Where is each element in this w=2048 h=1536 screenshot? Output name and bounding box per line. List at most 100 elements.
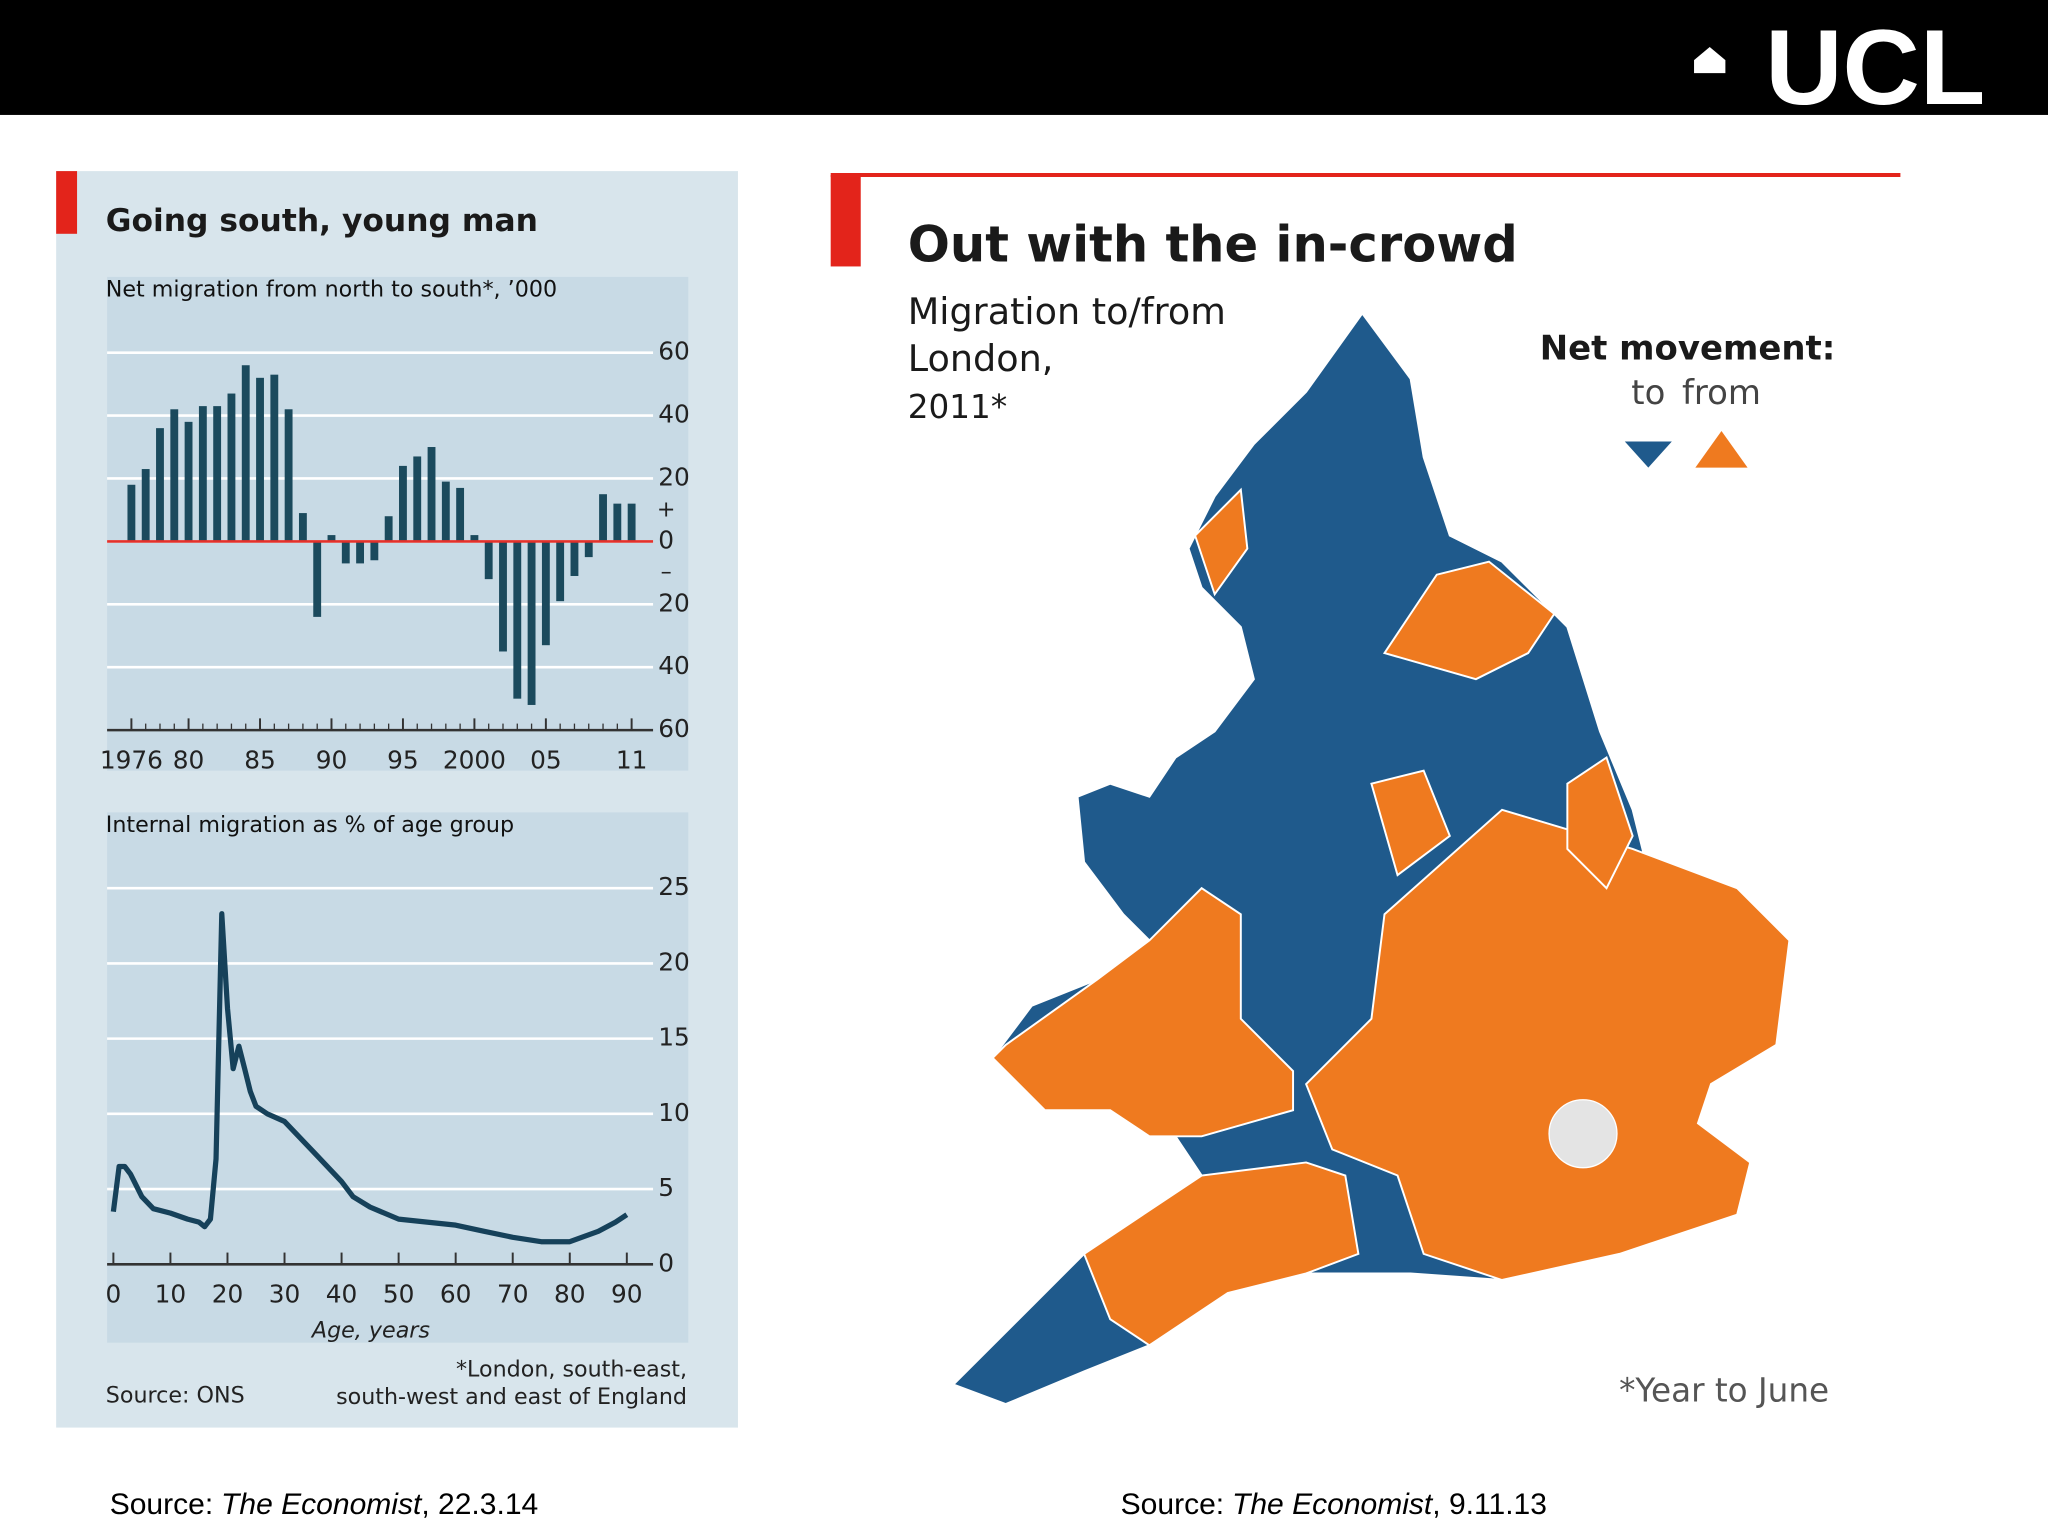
y-tick-label: 20	[658, 947, 690, 976]
header-bar	[0, 0, 2048, 115]
x-tick-label: 85	[244, 745, 276, 774]
y-tick-label: 40	[658, 651, 690, 680]
bar	[413, 456, 422, 542]
footnote: *London, south-east,	[456, 1357, 687, 1383]
legend-title: Net movement:	[1540, 329, 1836, 369]
legend-marker	[1624, 441, 1672, 468]
source-note: Source: The Economist, 9.11.13	[1121, 1488, 1547, 1521]
x-tick-label: 95	[387, 745, 419, 774]
x-tick-label: 30	[269, 1280, 301, 1309]
panel-accent	[56, 171, 78, 234]
region-from	[991, 886, 1295, 1138]
x-tick-label: 0	[105, 1280, 121, 1309]
x-tick-label: 80	[554, 1280, 586, 1309]
bar	[613, 503, 622, 542]
map-title: Out with the in-crowd	[908, 216, 1518, 274]
x-tick-label: 90	[611, 1280, 643, 1309]
x-tick-label: 70	[497, 1280, 529, 1309]
sign: +	[657, 497, 676, 523]
y-tick-label: 60	[658, 337, 690, 366]
x-tick-label: 10	[155, 1280, 187, 1309]
bar	[427, 447, 436, 542]
legend-label: to	[1631, 373, 1665, 413]
map	[951, 311, 1791, 1406]
source-note: Source: The Economist, 22.3.14	[110, 1488, 539, 1521]
bar	[327, 535, 336, 542]
bar	[441, 481, 450, 542]
y-tick-label: 20	[658, 588, 690, 617]
map-subtitle: Migration to/from	[908, 290, 1226, 333]
bar	[356, 541, 365, 564]
chart-title: Net migration from north to south*, ’000	[106, 276, 557, 302]
bar	[156, 428, 164, 542]
source-date: , 9.11.13	[1432, 1488, 1547, 1521]
region-from	[1382, 560, 1556, 681]
bar	[184, 421, 193, 542]
y-tick-label: 10	[658, 1098, 690, 1127]
source-date: , 22.3.14	[421, 1488, 538, 1521]
bar	[399, 465, 407, 542]
bar	[370, 541, 379, 561]
legend-label: from	[1682, 373, 1761, 413]
bar	[284, 409, 293, 542]
footnote: south-west and east of England	[336, 1384, 687, 1410]
bar	[127, 484, 136, 542]
bar	[556, 541, 565, 602]
x-tick-label: 2000	[443, 745, 506, 774]
bar	[484, 541, 493, 580]
y-tick-label: 25	[658, 872, 690, 901]
x-tick-label: 11	[616, 745, 648, 774]
bar	[384, 516, 393, 542]
x-tick-label: 1976	[100, 745, 163, 774]
y-tick-label: 15	[658, 1023, 690, 1052]
map-subtitle: London,	[908, 337, 1054, 380]
legend-marker	[1695, 431, 1748, 468]
x-tick-label: 80	[173, 745, 205, 774]
bar	[270, 374, 279, 542]
map-accent	[830, 175, 861, 267]
sign: –	[661, 559, 672, 585]
bar	[570, 541, 579, 576]
panel-source: Source: ONS	[106, 1383, 245, 1409]
bar	[499, 541, 507, 652]
x-tick-label: 20	[212, 1280, 244, 1309]
bar	[170, 409, 179, 542]
map-footnote: *Year to June	[1619, 1371, 1829, 1409]
chart-title: Internal migration as % of age group	[106, 812, 514, 838]
bar	[341, 541, 350, 564]
region-to	[951, 311, 1791, 1406]
y-tick-label: 40	[658, 400, 690, 429]
source-publication: The Economist	[221, 1488, 423, 1521]
x-tick-label: 05	[530, 745, 562, 774]
bar	[241, 365, 250, 542]
london	[1548, 1099, 1618, 1169]
bar	[627, 503, 636, 542]
x-tick-label: 90	[316, 745, 348, 774]
bar	[313, 541, 322, 617]
bar	[298, 513, 307, 542]
source-publication: The Economist	[1232, 1488, 1434, 1521]
logo: UCL	[1765, 7, 1985, 127]
y-tick-label: 0	[658, 1248, 674, 1277]
bar	[527, 541, 536, 705]
bar	[227, 393, 236, 542]
line	[110, 911, 629, 1245]
bar	[513, 541, 522, 699]
x-tick-label: 50	[383, 1280, 415, 1309]
bar	[599, 494, 607, 542]
bar	[456, 487, 465, 542]
x-tick-label: 40	[326, 1280, 358, 1309]
region-from	[1082, 1161, 1360, 1347]
x-tick-label: 60	[440, 1280, 472, 1309]
x-axis-label: Age, years	[310, 1317, 431, 1343]
bar	[198, 406, 207, 542]
panel-title: Going south, young man	[106, 203, 538, 239]
bar	[470, 535, 479, 542]
region-from	[1193, 487, 1249, 597]
bar	[213, 406, 222, 542]
region-from	[1304, 808, 1791, 1282]
region-from	[1370, 769, 1451, 877]
y-tick-label: 20	[658, 462, 690, 491]
